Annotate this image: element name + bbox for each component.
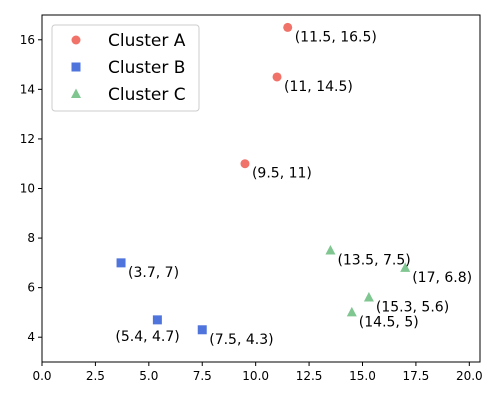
point-label: (9.5, 11) — [252, 166, 312, 182]
point-label: (11, 14.5) — [284, 79, 353, 95]
data-marks — [116, 22, 411, 335]
cluster-b-point — [152, 315, 162, 325]
x-tick-label: 12.5 — [296, 369, 323, 383]
x-tick-label: 7.5 — [193, 369, 212, 383]
x-tick-label: 2.5 — [86, 369, 105, 383]
x-tick-label: 0.0 — [32, 369, 51, 383]
point-label: (7.5, 4.3) — [209, 332, 273, 348]
legend-cluster-b-marker — [71, 62, 81, 72]
x-tick-label: 20.0 — [456, 369, 483, 383]
cluster-c-point — [346, 306, 357, 317]
legend-cluster-c-label: Cluster C — [108, 85, 186, 105]
y-tick-label: 6 — [27, 281, 35, 295]
x-tick-label: 5.0 — [139, 369, 158, 383]
cluster-c-point — [325, 244, 336, 255]
x-tick-label: 15.0 — [349, 369, 376, 383]
cluster-a-point — [272, 72, 282, 82]
y-tick-label: 8 — [27, 231, 35, 245]
point-label: (5.4, 4.7) — [115, 329, 179, 345]
y-tick-label: 10 — [20, 182, 35, 196]
cluster-b-point — [197, 325, 207, 335]
cluster-c-point — [363, 292, 374, 302]
data-labels: (11.5, 16.5) (11, 14.5) (9.5, 11) (3.7, 7) (… — [115, 29, 472, 347]
x-tick-label: 17.5 — [403, 369, 430, 383]
y-tick-label: 12 — [20, 132, 35, 146]
legend-cluster-a-marker — [71, 35, 81, 45]
cluster-b-point — [116, 258, 126, 268]
cluster-a-point — [283, 22, 293, 32]
legend: Cluster A Cluster B Cluster C — [51, 24, 200, 112]
legend-cluster-c-marker — [71, 88, 81, 98]
point-label: (11.5, 16.5) — [295, 29, 377, 45]
cluster-c-point — [400, 262, 411, 272]
y-tick-label: 16 — [20, 33, 35, 47]
y-tick-label: 14 — [20, 82, 35, 96]
point-label: (15.3, 5.6) — [376, 300, 449, 316]
x-tick-label: 10.0 — [242, 369, 269, 383]
point-label: (3.7, 7) — [128, 265, 179, 281]
cluster-a-point — [240, 159, 250, 169]
point-label: (13.5, 7.5) — [337, 252, 410, 268]
y-tick-label: 4 — [27, 330, 35, 344]
legend-box — [51, 24, 200, 112]
legend-cluster-a-label: Cluster A — [108, 31, 186, 51]
point-label: (14.5, 5) — [359, 314, 419, 330]
axes: 0.0 2.5 5.0 7.5 10.0 12.5 15.0 17.5 20.0 4 6 8 10 12 1… — [20, 14, 483, 383]
point-label: (17, 6.8) — [412, 270, 472, 286]
legend-cluster-b-label: Cluster B — [108, 58, 185, 78]
